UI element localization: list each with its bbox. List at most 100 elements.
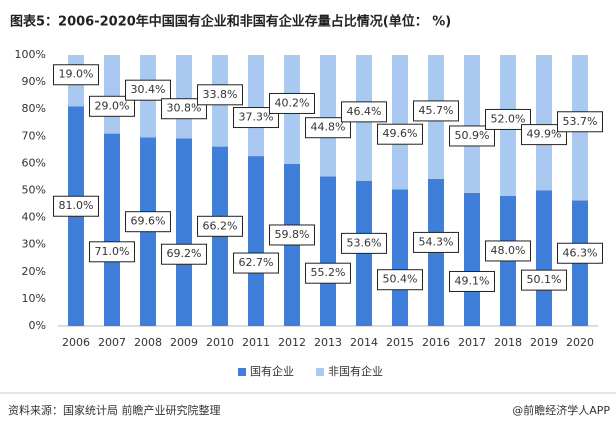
value-label-box: [161, 98, 207, 120]
x-tick-label: 2006: [62, 336, 90, 349]
value-label: 66.2%: [203, 219, 238, 232]
legend-swatch: [238, 368, 246, 376]
bar-segment: [176, 55, 192, 139]
value-label: 54.3%: [419, 235, 454, 248]
bar-segment: [536, 190, 552, 326]
bar-segment: [464, 192, 480, 326]
bar-segment: [392, 55, 408, 190]
value-label-box: [557, 111, 603, 133]
bar-segment: [464, 55, 480, 193]
value-label-box: [449, 125, 495, 147]
x-tick-label: 2017: [458, 336, 486, 349]
value-label: 19.0%: [59, 68, 94, 81]
value-label-box: [89, 241, 135, 263]
value-label-box: [125, 79, 171, 101]
x-tick-label: 2007: [98, 336, 126, 349]
value-label-box: [521, 269, 567, 291]
value-label-box: [233, 252, 279, 274]
value-label-box: [269, 92, 315, 114]
value-label: 50.1%: [527, 273, 562, 286]
value-label-box: [485, 108, 531, 130]
value-label-box: [341, 232, 387, 254]
bar-segment: [320, 176, 336, 326]
value-label: 37.3%: [239, 111, 274, 124]
value-label-box: [413, 100, 459, 122]
value-label-box: [485, 240, 531, 262]
x-tick-label: 2014: [350, 336, 378, 349]
y-tick-label: 0%: [29, 319, 46, 332]
x-tick-label: 2015: [386, 336, 414, 349]
bar-segment: [392, 189, 408, 326]
value-label: 49.1%: [455, 274, 490, 287]
value-label: 46.3%: [563, 246, 598, 259]
x-tick-label: 2010: [206, 336, 234, 349]
value-label-box: [305, 117, 351, 139]
value-label-box: [449, 270, 495, 292]
value-label: 53.6%: [347, 236, 382, 249]
bar-segment: [536, 55, 552, 191]
x-tick-label: 2016: [422, 336, 450, 349]
credit: @前瞻经济学人APP: [512, 403, 610, 417]
y-tick-label: 20%: [22, 265, 46, 278]
bar-segment: [104, 55, 120, 134]
value-label: 52.0%: [491, 112, 526, 125]
x-tick-label: 2011: [242, 336, 270, 349]
legend-label: 国有企业: [250, 364, 294, 378]
legend-swatch: [316, 368, 324, 376]
value-label: 50.9%: [455, 129, 490, 142]
value-label: 81.0%: [59, 199, 94, 212]
value-label: 53.7%: [563, 115, 598, 128]
bar-segment: [104, 133, 120, 326]
value-label: 69.2%: [167, 247, 202, 260]
value-label: 46.4%: [347, 105, 382, 118]
value-label-box: [377, 123, 423, 145]
value-label-box: [161, 243, 207, 265]
y-tick-label: 30%: [22, 238, 46, 251]
value-label: 55.2%: [311, 266, 346, 279]
value-label-box: [377, 269, 423, 291]
y-tick-label: 50%: [22, 184, 46, 197]
value-label-box: [197, 84, 243, 106]
value-label: 69.6%: [131, 215, 166, 228]
value-label-box: [413, 231, 459, 253]
y-tick-label: 40%: [22, 211, 46, 224]
value-label-box: [557, 242, 603, 264]
value-label: 62.7%: [239, 256, 274, 269]
bar-segment: [248, 55, 264, 157]
value-label: 30.4%: [131, 83, 166, 96]
y-tick-label: 60%: [22, 156, 46, 169]
y-tick-label: 80%: [22, 102, 46, 115]
x-tick-label: 2019: [530, 336, 558, 349]
value-label-box: [53, 64, 99, 86]
value-label-box: [341, 101, 387, 123]
value-label-box: [521, 124, 567, 146]
value-label: 30.8%: [167, 102, 202, 115]
x-tick-label: 2012: [278, 336, 306, 349]
legend-label: 非国有企业: [328, 364, 383, 378]
bar-segment: [320, 55, 336, 177]
value-label-box: [305, 262, 351, 284]
chart-title: 图表5：2006-2020年中国国有企业和非国有企业存量占比情况(单位： %): [10, 14, 451, 30]
value-label: 49.6%: [383, 127, 418, 140]
value-label: 50.4%: [383, 273, 418, 286]
y-tick-label: 100%: [15, 48, 46, 61]
value-label-box: [53, 195, 99, 217]
value-label-box: [89, 95, 135, 117]
value-label: 45.7%: [419, 104, 454, 117]
x-tick-label: 2013: [314, 336, 342, 349]
value-label: 71.0%: [95, 245, 130, 258]
y-tick-label: 70%: [22, 129, 46, 142]
bar-segment: [176, 138, 192, 326]
y-tick-label: 10%: [22, 292, 46, 305]
value-label: 33.8%: [203, 88, 238, 101]
value-label: 48.0%: [491, 244, 526, 257]
source: 资料来源：国家统计局 前瞻产业研究院整理: [8, 403, 221, 417]
value-label-box: [197, 215, 243, 237]
value-label-box: [125, 211, 171, 233]
value-label: 40.2%: [275, 96, 310, 109]
x-tick-label: 2009: [170, 336, 198, 349]
value-label: 29.0%: [95, 99, 130, 112]
value-label-box: [233, 107, 279, 129]
